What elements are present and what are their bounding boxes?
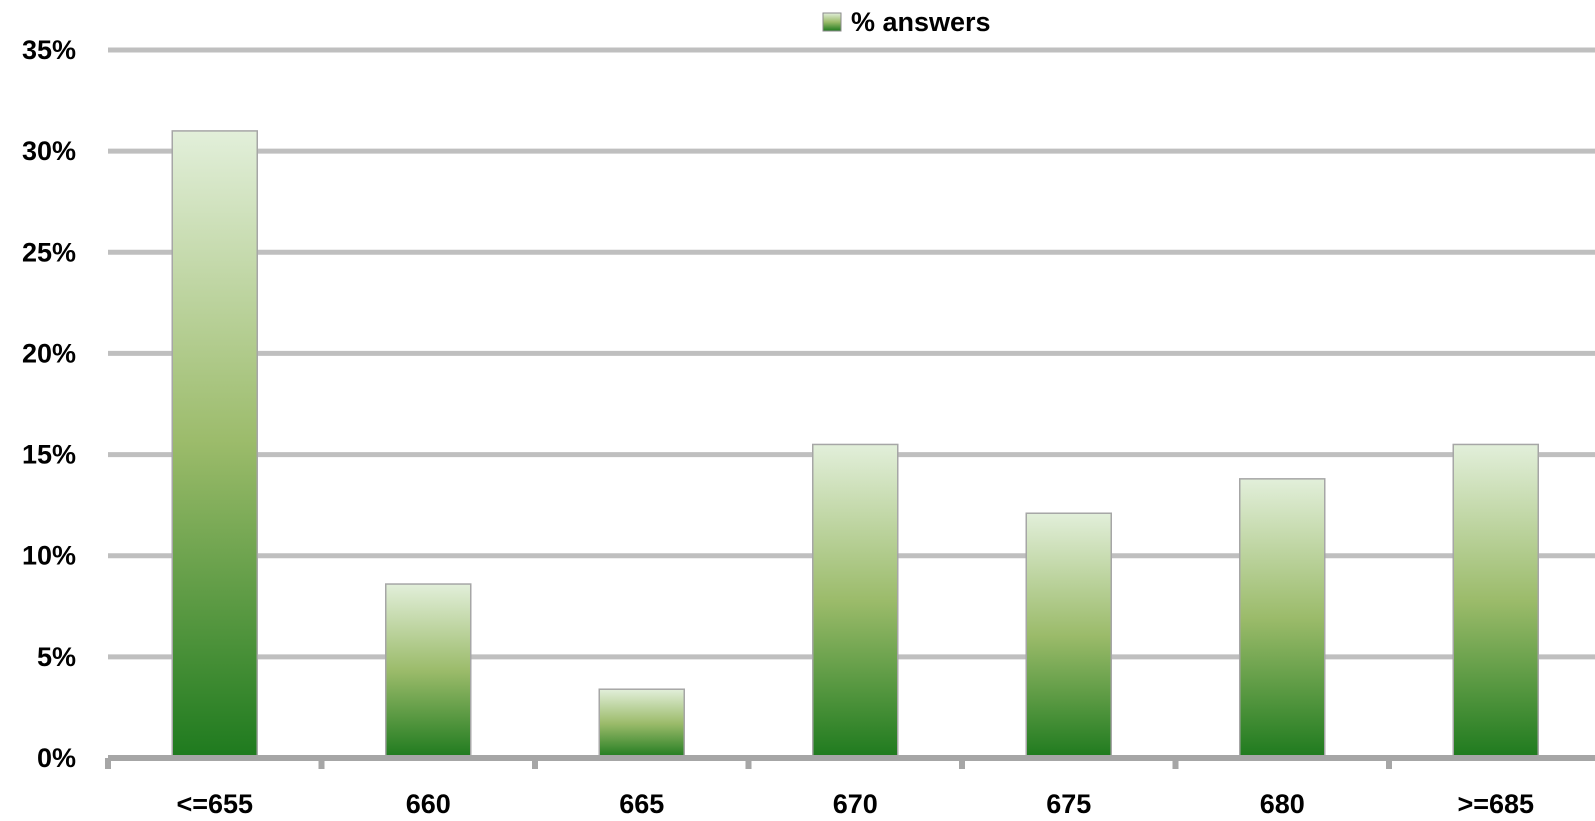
x-tick-label: 675 [1046, 789, 1091, 819]
bar [171, 130, 258, 759]
x-axis [105, 755, 1595, 769]
bar [1025, 512, 1112, 759]
bar [1452, 443, 1539, 759]
x-tick-label: 680 [1260, 789, 1305, 819]
bar [385, 583, 472, 759]
bar [1239, 478, 1326, 759]
bar [812, 443, 899, 759]
y-tick-label: 20% [22, 338, 76, 368]
x-tick-label: 660 [406, 789, 451, 819]
legend: % answers [822, 7, 991, 37]
y-tick-label: 35% [22, 35, 76, 65]
x-tick-label: 670 [833, 789, 878, 819]
legend-swatch [822, 12, 842, 32]
x-tick-label: <=655 [176, 789, 253, 819]
bar [598, 688, 685, 759]
y-tick-label: 5% [37, 642, 76, 672]
y-tick-label: 0% [37, 743, 76, 773]
y-axis-tick-labels: 0% 5% 10% 15% 20% 25% 30% 35% [22, 35, 76, 773]
y-tick-label: 30% [22, 136, 76, 166]
legend-label: % answers [851, 7, 991, 37]
bars [171, 130, 1539, 759]
x-tick-label: 665 [619, 789, 664, 819]
y-tick-label: 10% [22, 541, 76, 571]
x-axis-tick-labels: <=655 660 665 670 675 680 >=685 [176, 789, 1534, 819]
y-tick-label: 15% [22, 440, 76, 470]
x-tick-label: >=685 [1457, 789, 1534, 819]
y-tick-label: 25% [22, 237, 76, 267]
